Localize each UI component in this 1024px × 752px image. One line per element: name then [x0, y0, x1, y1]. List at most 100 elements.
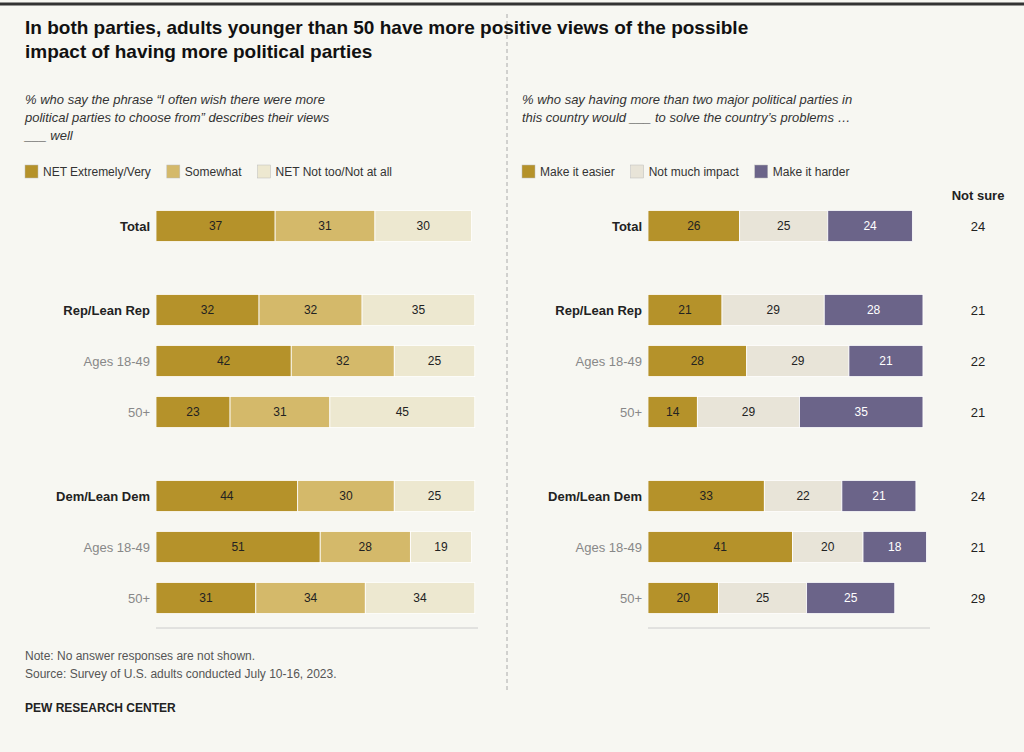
extra-value: 21	[971, 303, 985, 318]
bar	[156, 396, 230, 427]
data-label: 25	[756, 591, 770, 605]
bar	[764, 480, 842, 511]
data-label: 22	[796, 489, 810, 503]
category-label: Total	[612, 219, 642, 234]
bar	[365, 582, 474, 613]
bar	[849, 345, 923, 376]
subtitle-line: % who say the phrase “I often wish there…	[25, 92, 325, 107]
axis-line	[156, 628, 478, 629]
bar	[863, 531, 926, 562]
bar	[256, 582, 365, 613]
source: PEW RESEARCH CENTER	[25, 701, 176, 715]
category-label: Rep/Lean Rep	[63, 303, 150, 318]
bar	[800, 396, 923, 427]
bar	[842, 480, 916, 511]
category-label: Ages 18-49	[576, 540, 643, 555]
bar	[648, 396, 697, 427]
bar	[275, 210, 375, 241]
extra-value: 21	[971, 540, 985, 555]
data-label: 28	[359, 540, 373, 554]
category-label: Rep/Lean Rep	[555, 303, 642, 318]
legend-swatch	[167, 165, 180, 178]
data-label: 20	[677, 591, 691, 605]
subtitle-line: political parties to choose from” descri…	[24, 110, 330, 125]
data-label: 24	[863, 219, 877, 233]
data-label: 30	[339, 489, 353, 503]
category-label: Dem/Lean Dem	[548, 489, 642, 504]
legend: Make it easierNot much impactMake it har…	[522, 165, 849, 179]
bar	[320, 531, 410, 562]
bar	[330, 396, 475, 427]
bar	[156, 480, 298, 511]
data-label: 20	[821, 540, 835, 554]
divider	[507, 14, 508, 690]
data-label: 18	[888, 540, 902, 554]
legend-label: Somewhat	[185, 165, 242, 179]
background	[0, 0, 1024, 752]
data-label: 29	[766, 303, 780, 317]
title-line: impact of having more political parties	[25, 41, 372, 62]
bar	[410, 531, 471, 562]
note: Note: No answer responses are not shown.…	[25, 649, 337, 681]
legend-label: NET Extremely/Very	[43, 165, 151, 179]
bar	[291, 345, 394, 376]
note-line: Note: No answer responses are not shown.	[25, 649, 255, 663]
extra-value: 22	[971, 354, 985, 369]
bar	[740, 210, 828, 241]
legend-label: NET Not too/Not at all	[276, 165, 393, 179]
legend: NET Extremely/Very Somewhat NET Not too/No…	[25, 165, 392, 179]
data-label: 23	[186, 405, 200, 419]
bar	[259, 294, 362, 325]
bar	[697, 396, 799, 427]
bar	[156, 294, 259, 325]
data-label: 31	[199, 591, 213, 605]
legend-label: Make it easier	[540, 165, 615, 179]
legend-label: Make it harder	[773, 165, 850, 179]
subtitle: % who say having more than two major pol…	[522, 92, 852, 125]
category-label: Total	[120, 219, 150, 234]
data-label: 37	[209, 219, 223, 233]
bar	[156, 531, 320, 562]
bars	[156, 210, 475, 613]
data-labels: 3731303232354232252331454430255128193134…	[186, 219, 448, 605]
extra-value: 21	[971, 405, 985, 420]
data-label: 21	[879, 354, 893, 368]
data-label: 21	[872, 489, 886, 503]
bar	[648, 480, 764, 511]
data-label: 33	[699, 489, 713, 503]
category-label: 50+	[620, 591, 642, 606]
extra-value: 29	[971, 591, 985, 606]
data-label: 35	[855, 405, 869, 419]
subtitle-line: ___ well	[23, 128, 74, 143]
data-label: 25	[428, 489, 442, 503]
data-label: 41	[714, 540, 728, 554]
bar	[648, 531, 793, 562]
data-label: 28	[867, 303, 881, 317]
legend-swatch	[258, 165, 271, 178]
data-label: 14	[666, 405, 680, 419]
bar	[230, 396, 330, 427]
data-label: 31	[318, 219, 332, 233]
category-label: Ages 18-49	[576, 354, 643, 369]
extra-value: 24	[971, 489, 985, 504]
category-label: Dem/Lean Dem	[56, 489, 150, 504]
data-label: 25	[844, 591, 858, 605]
data-label: 25	[428, 354, 442, 368]
category-label: Ages 18-49	[84, 354, 151, 369]
data-label: 31	[273, 405, 287, 419]
extra-value: 24	[971, 219, 985, 234]
top-border	[0, 3, 1024, 6]
bar	[824, 294, 923, 325]
subtitle: % who say the phrase “I often wish there…	[23, 92, 330, 143]
data-label: 29	[742, 405, 756, 419]
bar	[648, 294, 722, 325]
legend-swatch	[755, 165, 768, 178]
data-label: 35	[412, 303, 426, 317]
bar	[156, 345, 291, 376]
data-label: 45	[396, 405, 410, 419]
data-label: 51	[231, 540, 245, 554]
bar	[156, 210, 275, 241]
bar	[793, 531, 864, 562]
data-label: 21	[678, 303, 692, 317]
bar	[156, 582, 256, 613]
